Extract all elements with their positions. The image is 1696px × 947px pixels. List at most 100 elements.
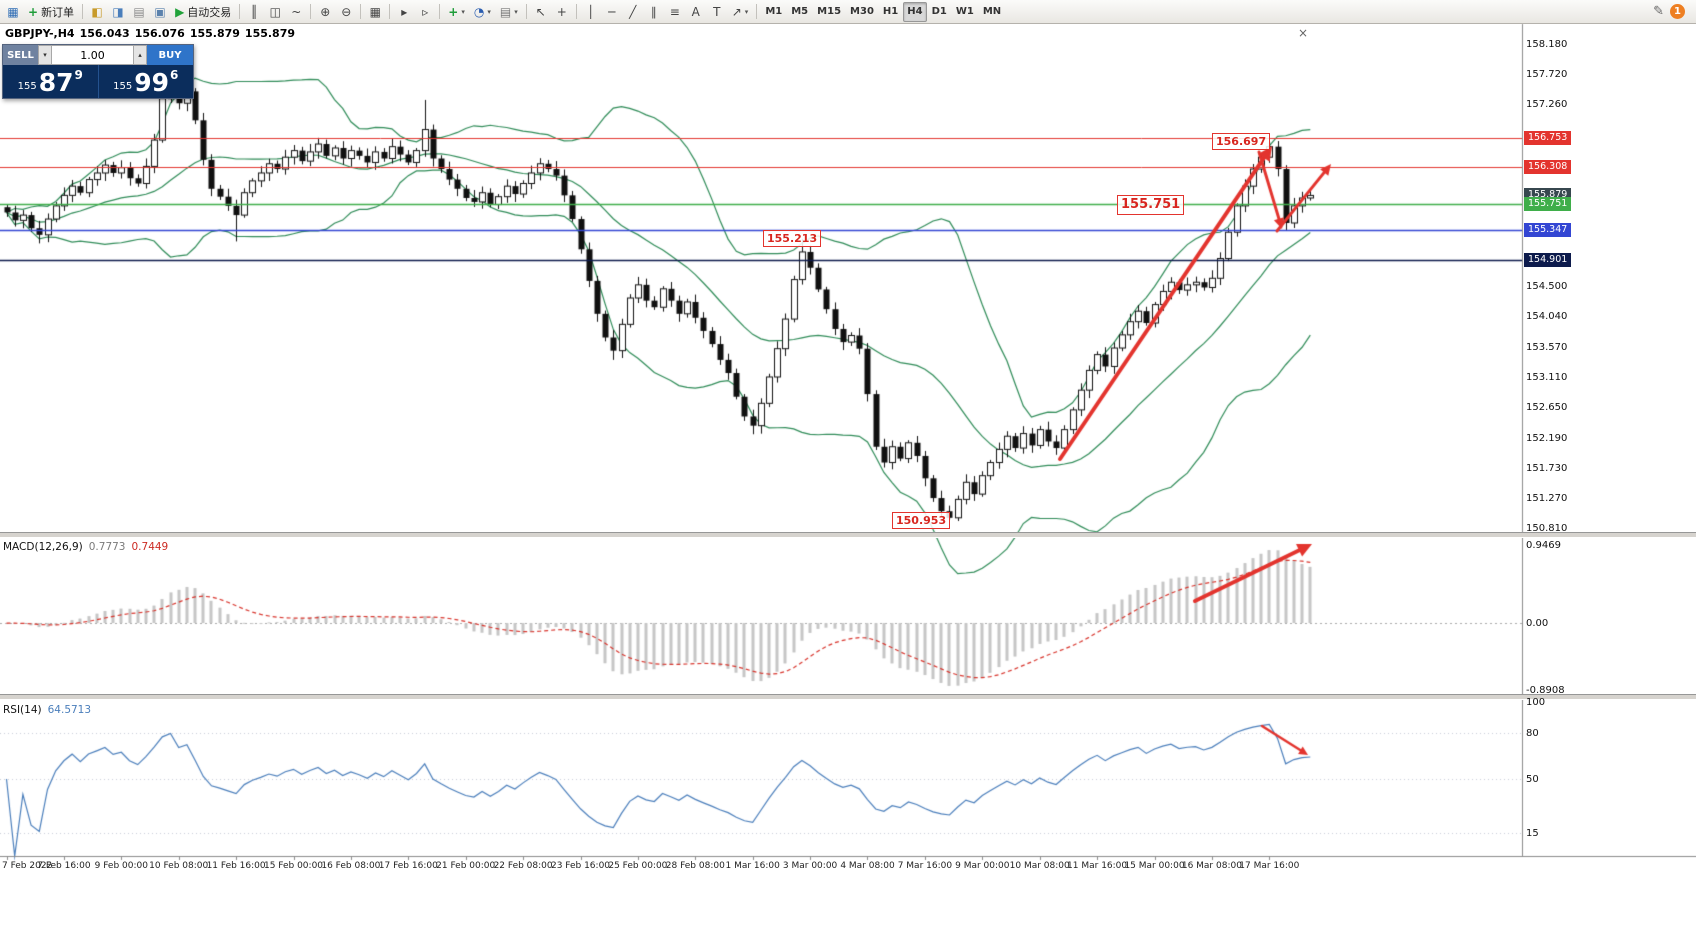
text-button[interactable]: A <box>686 2 706 22</box>
toolbar-separator <box>82 4 84 19</box>
terminal-icon: ▣ <box>154 4 166 19</box>
panel-splitter[interactable] <box>0 532 1696 538</box>
text-label-icon: T <box>713 4 721 19</box>
notification-badge[interactable]: 1 <box>1670 4 1685 19</box>
vertical-line-icon: │ <box>587 4 595 19</box>
trade-panel-controls: SELL ▾ 1.00 ▴ BUY <box>3 45 193 65</box>
navigator-button[interactable]: ▤ <box>129 2 149 22</box>
candlestick-chart-button[interactable]: ◫ <box>265 2 285 22</box>
toolbar-separator <box>575 4 577 19</box>
volume-decrease-button[interactable]: ▾ <box>38 45 52 65</box>
cursor-button[interactable]: ↖ <box>531 2 551 22</box>
crosshair-button[interactable]: + <box>552 2 572 22</box>
new-order-icon: + <box>28 4 39 19</box>
indicators-icon: + <box>448 4 459 19</box>
rsi-indicator-label: RSI(14) 64.5713 <box>3 704 97 716</box>
macd-main-value: 0.7773 <box>88 541 126 553</box>
tile-windows-icon: ▦ <box>369 4 381 19</box>
cursor-icon: ↖ <box>535 4 546 19</box>
market-watch-icon: ◧ <box>91 4 103 19</box>
timeframe-h4-button[interactable]: H4 <box>903 1 927 22</box>
text-icon: A <box>691 4 700 19</box>
arrows-icon: ↗ <box>731 4 742 19</box>
market-watch-button[interactable]: ◧ <box>87 2 107 22</box>
trade-panel-prices: 155 87 9 155 99 6 <box>3 65 193 98</box>
vertical-line-button[interactable]: │ <box>581 2 601 22</box>
buy-price-sup: 6 <box>170 68 179 82</box>
toolbar-separator <box>439 4 441 19</box>
timeframe-h1-button[interactable]: H1 <box>882 6 899 17</box>
line-chart-icon: ~ <box>291 4 302 19</box>
auto-trading-button[interactable]: ▶ 自动交易 <box>171 2 235 22</box>
main-toolbar: ▦ + 新订单 ◧ ◨ ▤ ▣ ▶ 自动交易 ║ ◫ ~ ⊕ ⊖ ▦ ▸ ▹ + ▾ ◔ ▾ ▤ ▾ ↖ + │ ─ ╱ ∥ ≡ A T ↗ ▾ M… <box>0 0 1696 24</box>
timeframe-d1-button[interactable]: D1 <box>931 6 947 17</box>
panel-splitter[interactable] <box>0 694 1696 700</box>
chart-shift-icon: ▹ <box>422 4 429 19</box>
timeframe-mn-button[interactable]: MN <box>982 6 1002 17</box>
toolbar-separator <box>360 4 362 19</box>
templates-button[interactable]: ▤ ▾ <box>496 2 522 22</box>
macd-name: MACD(12,26,9) <box>3 541 83 553</box>
fibonacci-button[interactable]: ≡ <box>665 2 685 22</box>
chart-high: 156.076 <box>134 27 185 40</box>
channel-button[interactable]: ∥ <box>644 2 664 22</box>
new-order-button[interactable]: + 新订单 <box>24 2 78 22</box>
timeframe-m1-button[interactable]: M1 <box>765 6 783 17</box>
buy-price[interactable]: 155 99 6 <box>97 65 194 98</box>
templates-icon: ▤ <box>499 4 512 19</box>
timeframe-m30-button[interactable]: M30 <box>850 6 874 17</box>
data-window-button[interactable]: ◨ <box>108 2 128 22</box>
data-window-icon: ◨ <box>112 4 124 19</box>
sell-button[interactable]: SELL <box>3 45 38 65</box>
timeframe-m5-button[interactable]: M5 <box>791 6 809 17</box>
toolbar-separator <box>389 4 391 19</box>
toolbar-separator <box>310 4 312 19</box>
chart-shift-button[interactable]: ▹ <box>415 2 435 22</box>
timeframe-m15-button[interactable]: M15 <box>817 6 842 17</box>
auto-trading-icon: ▶ <box>175 4 185 19</box>
timeframe-w1-button[interactable]: W1 <box>955 6 974 17</box>
toolbar-separator <box>756 4 758 19</box>
auto-scroll-icon: ▸ <box>401 4 408 19</box>
arrows-button[interactable]: ↗ ▾ <box>728 2 753 22</box>
rsi-value: 64.5713 <box>47 704 92 716</box>
edit-icon[interactable]: ✎ <box>1653 4 1664 19</box>
zoom-in-button[interactable]: ⊕ <box>315 2 335 22</box>
indicators-button[interactable]: + ▾ <box>444 2 469 22</box>
toolbar-right-group: ✎ 1 <box>1653 4 1693 19</box>
volume-input[interactable]: 1.00 <box>52 45 133 65</box>
caret-icon: ▾ <box>514 7 518 16</box>
sell-price[interactable]: 155 87 9 <box>3 65 98 98</box>
chart-close: 155.879 <box>244 27 296 40</box>
zoom-out-button[interactable]: ⊖ <box>336 2 356 22</box>
buy-button[interactable]: BUY <box>147 45 193 65</box>
tile-windows-button[interactable]: ▦ <box>365 2 385 22</box>
terminal-button[interactable]: ▣ <box>150 2 170 22</box>
crosshair-icon: + <box>556 4 567 19</box>
periods-button[interactable]: ◔ ▾ <box>470 2 495 22</box>
text-label-button[interactable]: T <box>707 2 727 22</box>
toolbar-separator <box>239 4 241 19</box>
auto-scroll-button[interactable]: ▸ <box>394 2 414 22</box>
trendline-button[interactable]: ╱ <box>623 2 643 22</box>
sell-price-sup: 9 <box>74 68 83 82</box>
line-chart-button[interactable]: ~ <box>286 2 306 22</box>
horizontal-line-icon: ─ <box>608 4 616 19</box>
caret-icon: ▾ <box>461 7 465 16</box>
bar-chart-button[interactable]: ║ <box>244 2 264 22</box>
zoom-out-icon: ⊖ <box>341 4 352 19</box>
trendline-icon: ╱ <box>629 4 637 19</box>
chart-open: 156.043 <box>79 27 130 40</box>
macd-signal-value: 0.7449 <box>131 541 169 553</box>
caret-icon: ▾ <box>487 7 491 16</box>
chart-close-button[interactable]: × <box>1298 26 1309 40</box>
buy-price-big: 99 <box>134 68 170 97</box>
horizontal-line-button[interactable]: ─ <box>602 2 622 22</box>
new-order-button-label: 新订单 <box>41 5 75 19</box>
channel-icon: ∥ <box>650 4 657 19</box>
rsi-name: RSI(14) <box>3 704 42 716</box>
fibonacci-icon: ≡ <box>669 4 680 19</box>
volume-increase-button[interactable]: ▴ <box>133 45 147 65</box>
